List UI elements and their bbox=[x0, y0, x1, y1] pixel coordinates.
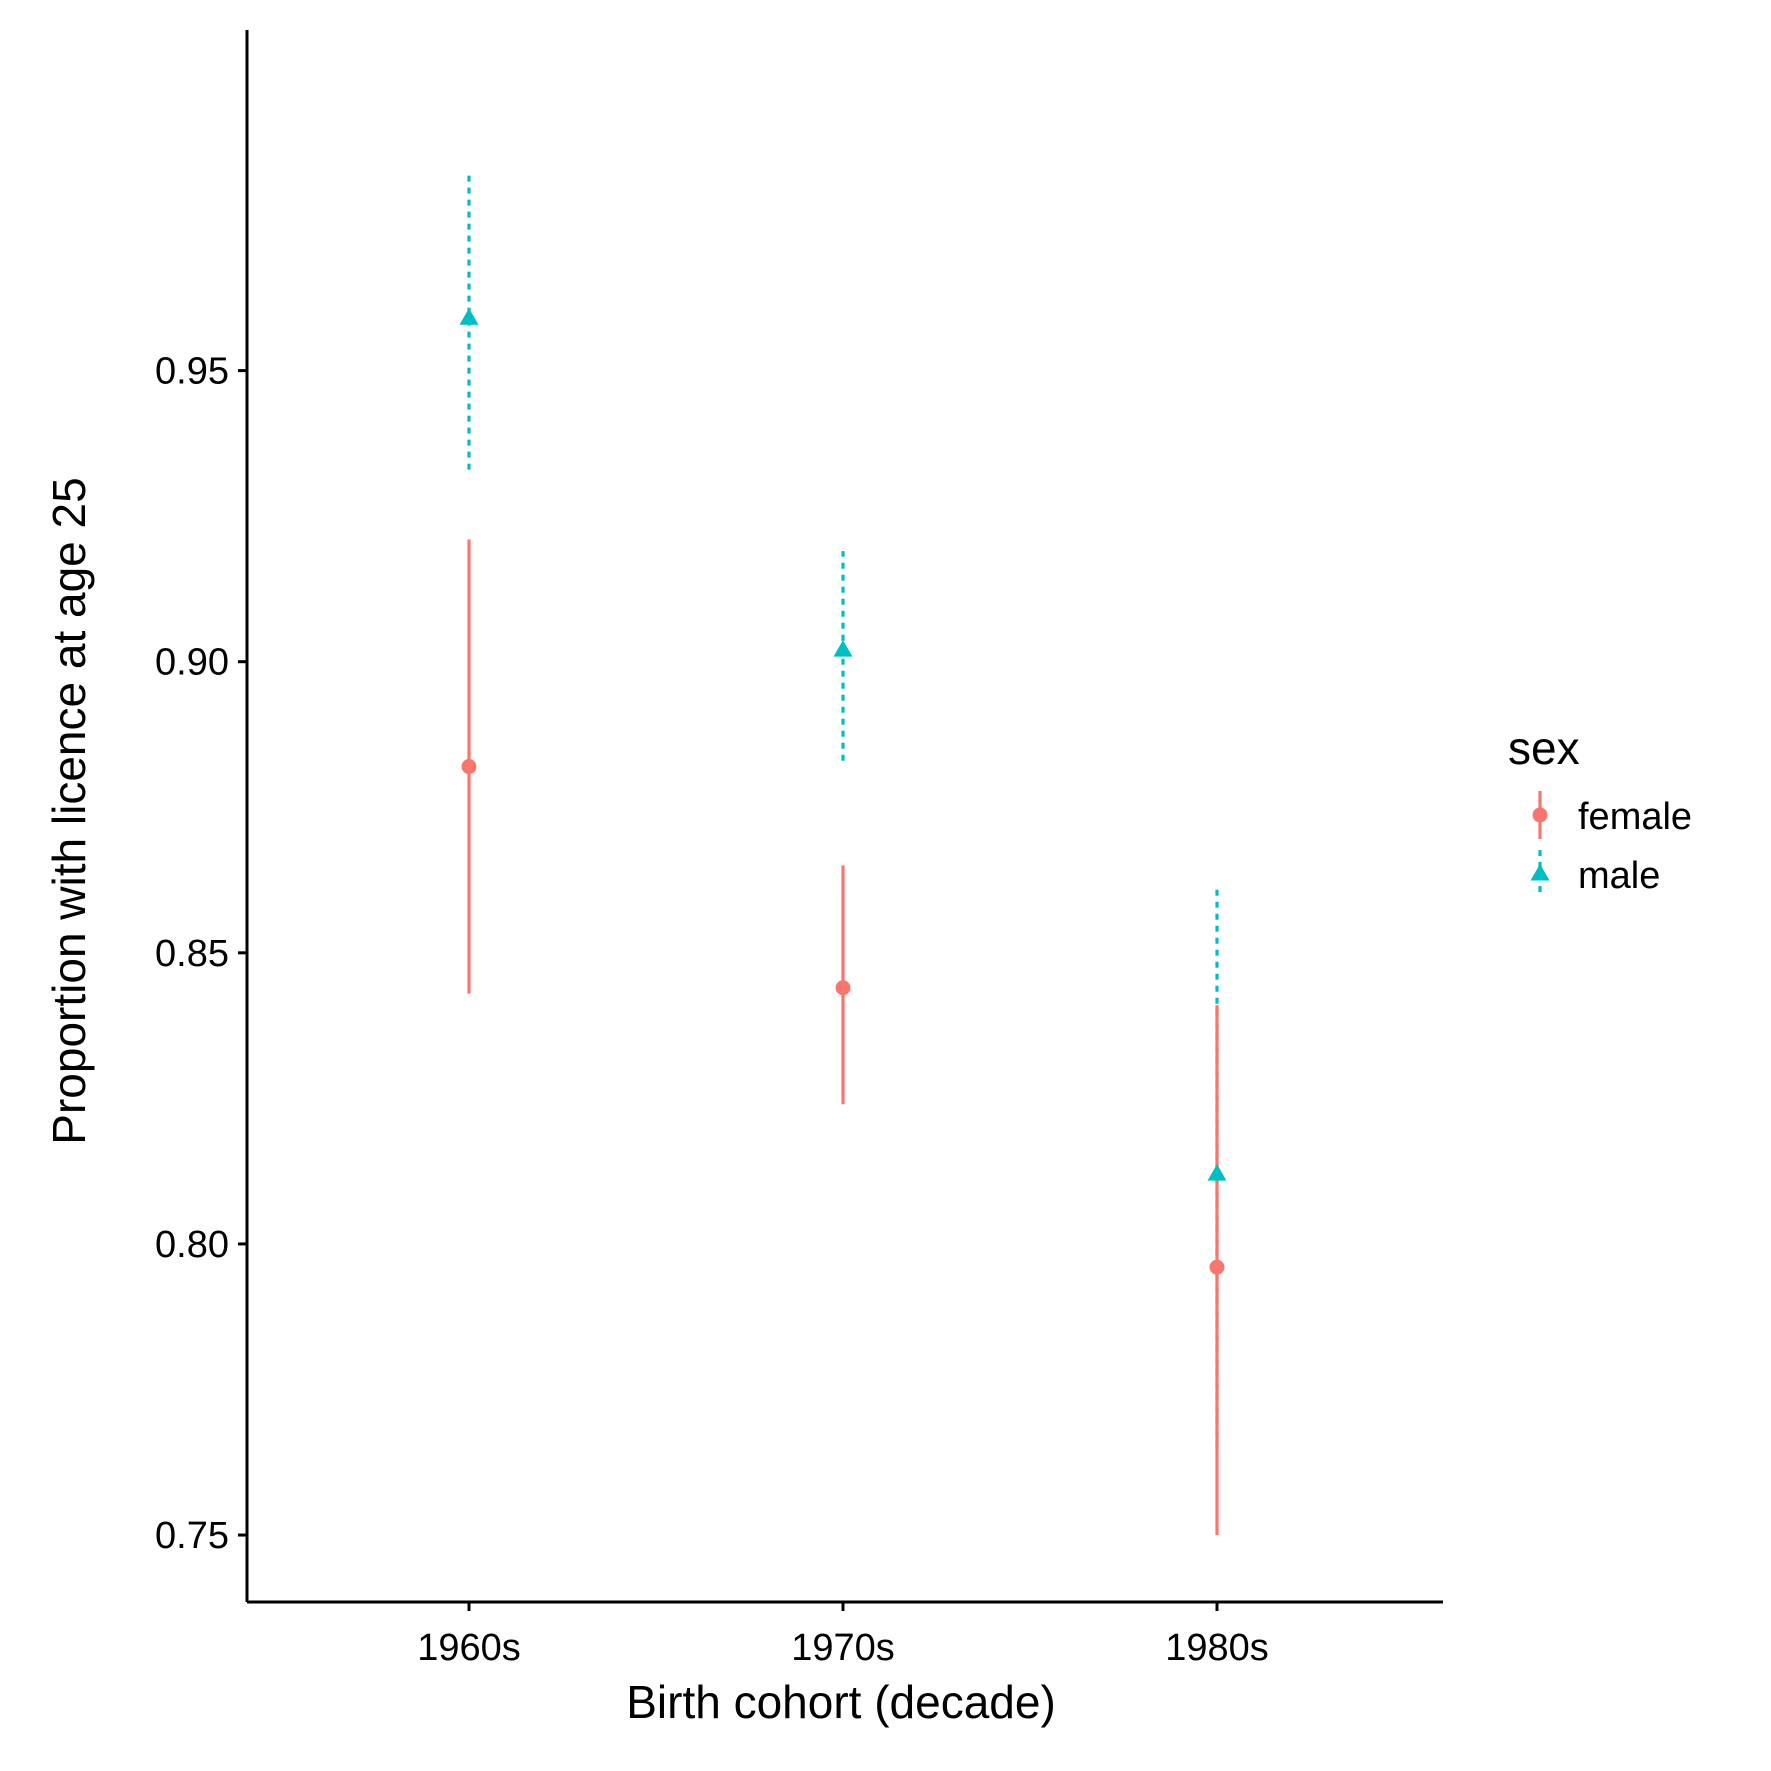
axes: 0.75 0.80 0.85 0.90 0.95 1960s 1970s 1980s bbox=[155, 30, 1443, 1669]
y-axis-title: Proportion with licence at age 25 bbox=[43, 477, 95, 1144]
legend-label-female: female bbox=[1578, 796, 1692, 838]
x-tick-label: 1970s bbox=[791, 1627, 895, 1669]
point-male bbox=[459, 308, 479, 325]
y-tick-label: 0.80 bbox=[155, 1224, 229, 1266]
x-tick-label: 1980s bbox=[1165, 1627, 1269, 1669]
y-tick-label: 0.95 bbox=[155, 351, 229, 393]
point-female bbox=[835, 980, 851, 996]
legend-title: sex bbox=[1508, 722, 1580, 774]
legend-label-male: male bbox=[1578, 855, 1660, 897]
y-tick-label: 0.85 bbox=[155, 933, 229, 975]
legend: sex female male bbox=[1508, 722, 1692, 898]
legend-key-male bbox=[1530, 864, 1550, 881]
plot-area bbox=[459, 172, 1227, 1536]
point-female bbox=[461, 759, 477, 775]
point-male bbox=[1207, 1164, 1227, 1181]
x-tick-label: 1960s bbox=[417, 1627, 521, 1669]
x-axis-title: Birth cohort (decade) bbox=[626, 1676, 1056, 1728]
legend-key-female bbox=[1532, 807, 1548, 823]
y-tick-label: 0.75 bbox=[155, 1515, 229, 1557]
y-tick-label: 0.90 bbox=[155, 642, 229, 684]
point-female bbox=[1209, 1259, 1225, 1275]
point-male bbox=[833, 640, 853, 657]
